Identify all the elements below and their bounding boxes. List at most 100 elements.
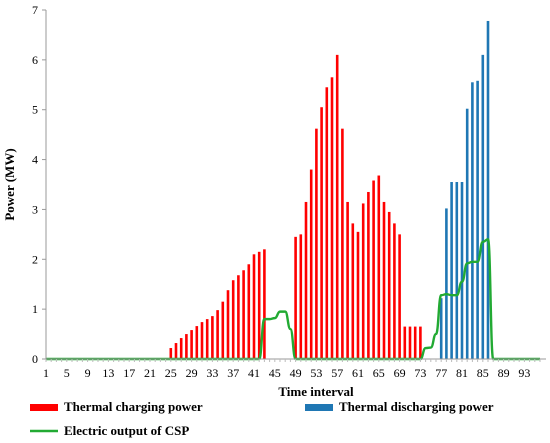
y-tick-label: 7 — [32, 3, 38, 17]
y-tick-label: 5 — [32, 103, 38, 117]
bar-charging — [190, 330, 193, 359]
bar-discharging — [450, 182, 453, 359]
bar-charging — [247, 264, 251, 359]
x-tick-label: 81 — [456, 366, 468, 380]
bar-discharging — [471, 82, 474, 360]
bar-charging — [304, 201, 308, 359]
x-tick-label: 9 — [85, 366, 91, 380]
legend: Thermal charging power Thermal dischargin… — [30, 399, 494, 438]
bar-discharging — [465, 108, 469, 360]
x-tick-label: 73 — [414, 366, 426, 380]
legend-item: Thermal discharging power — [305, 399, 494, 414]
bar-charging — [361, 203, 365, 359]
bar-charging — [393, 223, 396, 359]
y-tick-label: 6 — [32, 53, 38, 67]
bar-charging — [294, 236, 297, 359]
bar-charging — [408, 326, 412, 359]
bar-discharging — [476, 80, 479, 359]
bar-charging — [237, 275, 240, 359]
bar-charging — [356, 231, 360, 359]
legend-swatch — [305, 404, 333, 411]
bar-charging — [263, 249, 266, 359]
bar-charging — [179, 338, 183, 359]
bar-charging — [211, 316, 214, 359]
x-tick-label: 49 — [290, 366, 302, 380]
bar-charging — [174, 343, 178, 359]
bar-charging — [351, 223, 355, 359]
bar-charging — [403, 326, 407, 359]
y-tick-label: 0 — [32, 352, 38, 366]
bar-charging — [309, 169, 313, 359]
bar-charging — [216, 310, 219, 359]
bar-charging — [315, 128, 318, 359]
legend-item: Thermal charging power — [30, 399, 203, 414]
bar-charging — [346, 201, 349, 359]
x-tick-label: 13 — [102, 366, 114, 380]
y-ticks: 0 1 2 3 4 5 6 7 — [32, 3, 46, 366]
x-tick-label: 93 — [518, 366, 530, 380]
bar-charging — [377, 175, 381, 359]
bar-charging — [226, 290, 230, 359]
bar-charging — [299, 234, 303, 359]
bar-discharging — [445, 208, 448, 359]
x-tick-label: 17 — [123, 366, 135, 380]
x-tick-label: 69 — [394, 366, 406, 380]
bar-charging — [242, 270, 245, 359]
bar-charging — [330, 77, 334, 360]
x-tick-label: 89 — [498, 366, 510, 380]
x-tick-label: 57 — [331, 366, 343, 380]
bar-discharging — [481, 54, 485, 359]
bar-charging — [413, 326, 417, 359]
x-tick-label: 85 — [477, 366, 489, 380]
x-tick-label: 41 — [248, 366, 260, 380]
x-tick-label: 61 — [352, 366, 364, 380]
x-tick-label: 21 — [144, 366, 156, 380]
x-ticks: 1 5 9 13 17 21 25 29 33 37 41 45 49 53 57 61 65 69 73 77 81 8… — [43, 359, 541, 380]
legend-item: Electric output of CSP — [30, 423, 189, 438]
bar-discharging — [460, 182, 464, 359]
bar-charging — [257, 251, 261, 359]
bar-charging — [335, 54, 339, 359]
bar-charging — [419, 326, 422, 359]
bar-charging — [169, 348, 173, 359]
x-tick-label: 53 — [310, 366, 322, 380]
bar-discharging — [486, 20, 490, 360]
bar-charging — [185, 334, 188, 359]
bar-charging — [398, 234, 401, 359]
bar-discharging — [455, 182, 459, 359]
x-tick-label: 77 — [435, 366, 447, 380]
bar-charging — [221, 301, 225, 359]
legend-swatch — [30, 404, 58, 411]
y-tick-label: 2 — [32, 252, 38, 266]
bar-charging — [387, 211, 391, 359]
bar-charging — [372, 180, 375, 359]
legend-label: Thermal charging power — [64, 399, 203, 414]
bar-charging — [382, 201, 386, 359]
x-tick-label: 33 — [206, 366, 218, 380]
bar-charging — [341, 128, 344, 359]
y-tick-label: 3 — [32, 202, 38, 216]
y-tick-label: 1 — [32, 302, 38, 316]
bar-charging — [195, 326, 199, 359]
legend-label: Electric output of CSP — [64, 423, 189, 438]
bar-charging — [325, 87, 329, 360]
bar-charging — [252, 254, 256, 359]
bar-charging — [200, 322, 204, 359]
y-axis-title: Power (MW) — [2, 148, 17, 220]
x-tick-label: 45 — [269, 366, 281, 380]
legend-label: Thermal discharging power — [339, 399, 494, 414]
x-tick-label: 5 — [64, 366, 70, 380]
bar-charging — [320, 107, 323, 359]
x-tick-label: 29 — [186, 366, 198, 380]
bar-charging — [367, 191, 370, 359]
x-tick-label: 1 — [43, 366, 49, 380]
y-tick-label: 4 — [32, 153, 38, 167]
bar-discharging — [439, 298, 443, 359]
x-tick-label: 25 — [165, 366, 177, 380]
plot-marks — [46, 20, 540, 361]
csp-output-line — [46, 238, 540, 361]
x-axis-title: Time interval — [278, 384, 354, 399]
bar-charging — [231, 280, 235, 359]
